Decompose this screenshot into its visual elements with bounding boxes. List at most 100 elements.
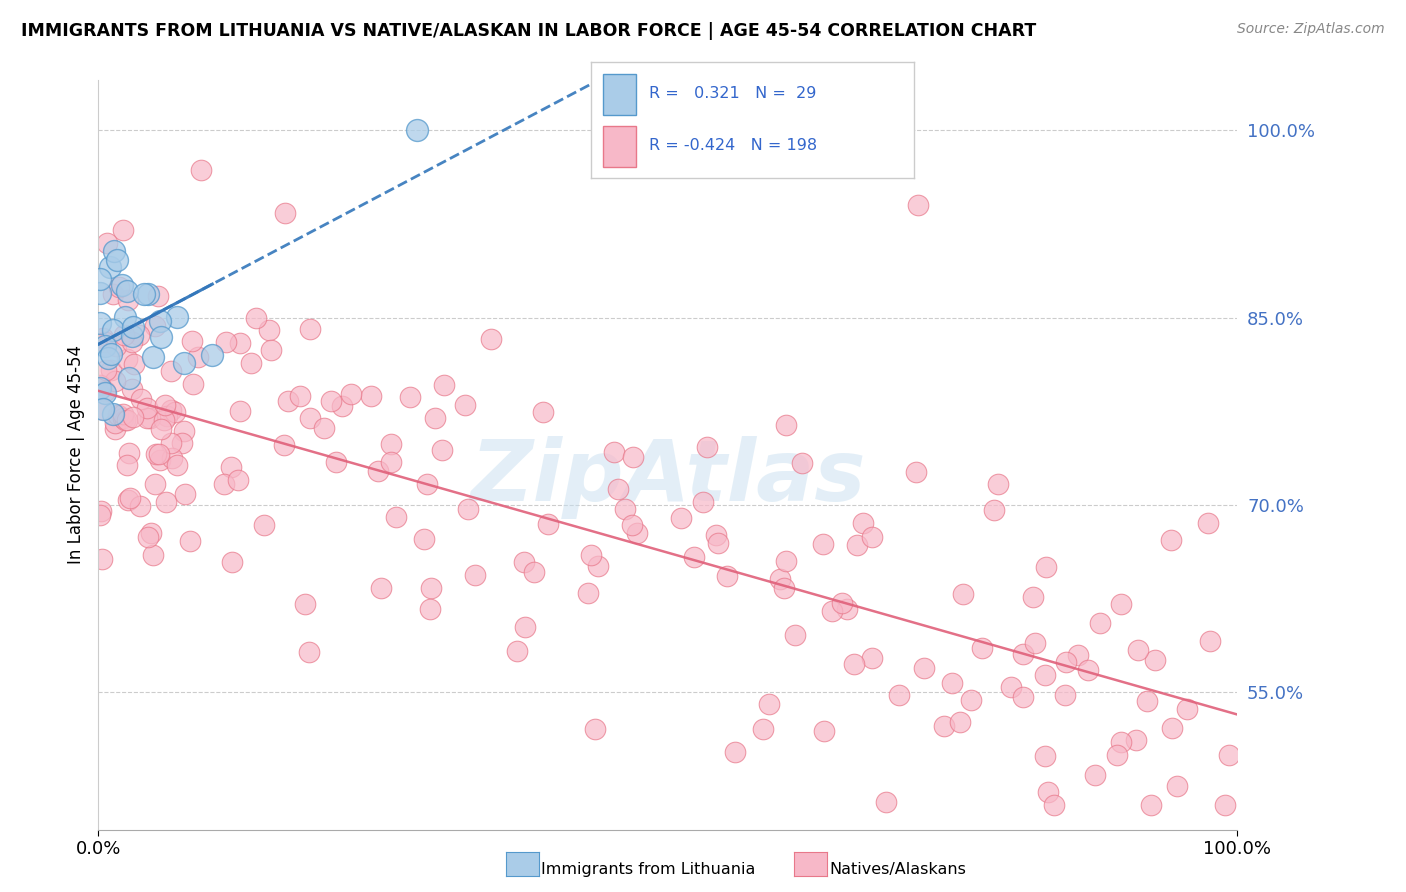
- Point: [190, 163, 212, 178]
- Point: [219, 460, 242, 475]
- Point: [136, 401, 159, 416]
- Point: [340, 387, 363, 401]
- Point: [111, 223, 134, 237]
- Point: [122, 357, 145, 371]
- Point: [1000, 680, 1022, 694]
- Bar: [603, 74, 636, 114]
- Point: [581, 548, 603, 562]
- Point: [312, 420, 335, 434]
- Point: [820, 604, 842, 618]
- Point: [118, 445, 141, 459]
- Point: [603, 445, 626, 459]
- Point: [94, 339, 117, 353]
- Point: [94, 384, 117, 398]
- Point: [226, 473, 249, 487]
- Point: [1218, 747, 1240, 762]
- Point: [419, 581, 441, 595]
- Point: [117, 293, 139, 308]
- Point: [172, 436, 194, 450]
- Point: [987, 476, 1010, 491]
- Point: [621, 450, 644, 465]
- Point: [111, 278, 134, 293]
- Point: [845, 539, 868, 553]
- Point: [187, 350, 209, 364]
- Point: [941, 676, 963, 690]
- Point: [179, 534, 201, 549]
- Point: [370, 581, 392, 595]
- Point: [671, 511, 693, 525]
- Point: [860, 530, 883, 544]
- Point: [769, 572, 792, 586]
- Point: [112, 407, 135, 421]
- Point: [1135, 694, 1157, 708]
- Point: [1109, 597, 1132, 611]
- Point: [101, 287, 124, 301]
- Point: [114, 413, 136, 427]
- Point: [104, 417, 127, 431]
- Point: [606, 482, 628, 496]
- Point: [129, 392, 152, 406]
- Point: [907, 198, 929, 212]
- Point: [1140, 797, 1163, 812]
- Point: [1177, 702, 1199, 716]
- Point: [298, 645, 321, 659]
- Point: [121, 334, 143, 349]
- Point: [245, 310, 267, 325]
- Point: [1088, 616, 1111, 631]
- Point: [413, 532, 436, 546]
- Point: [174, 486, 197, 500]
- Point: [775, 418, 797, 433]
- Point: [115, 458, 138, 472]
- Y-axis label: In Labor Force | Age 45-54: In Labor Force | Age 45-54: [66, 345, 84, 565]
- Point: [1198, 634, 1220, 648]
- Point: [101, 323, 124, 337]
- Point: [136, 286, 159, 301]
- Point: [229, 404, 252, 418]
- Point: [983, 503, 1005, 517]
- Point: [626, 526, 648, 541]
- Point: [620, 517, 643, 532]
- Point: [89, 377, 111, 392]
- Point: [704, 527, 727, 541]
- Point: [166, 458, 188, 473]
- Point: [1054, 655, 1077, 669]
- Point: [273, 438, 295, 452]
- Point: [149, 452, 172, 467]
- Point: [94, 362, 117, 376]
- Point: [136, 410, 159, 425]
- Point: [1166, 780, 1188, 794]
- Point: [790, 457, 813, 471]
- Point: [430, 442, 453, 457]
- Point: [128, 327, 150, 342]
- Point: [716, 569, 738, 583]
- Point: [416, 476, 439, 491]
- Point: [94, 335, 117, 350]
- Point: [319, 394, 342, 409]
- Point: [887, 688, 910, 702]
- Point: [360, 389, 382, 403]
- Point: [143, 318, 166, 333]
- Point: [118, 371, 141, 385]
- Point: [277, 394, 299, 409]
- Point: [115, 284, 138, 298]
- Point: [260, 343, 283, 358]
- Point: [959, 693, 981, 707]
- Point: [1038, 785, 1060, 799]
- Point: [367, 464, 389, 478]
- Point: [201, 348, 224, 362]
- Point: [136, 530, 159, 544]
- Point: [419, 602, 441, 616]
- Point: [117, 492, 139, 507]
- Point: [115, 413, 138, 427]
- Point: [758, 697, 780, 711]
- Point: [707, 536, 730, 550]
- Point: [1144, 653, 1167, 667]
- Point: [1161, 721, 1184, 735]
- Point: [479, 333, 502, 347]
- Point: [89, 380, 111, 394]
- Point: [583, 722, 606, 736]
- Point: [513, 556, 536, 570]
- Point: [90, 402, 112, 417]
- Point: [104, 422, 127, 436]
- Point: [142, 548, 165, 562]
